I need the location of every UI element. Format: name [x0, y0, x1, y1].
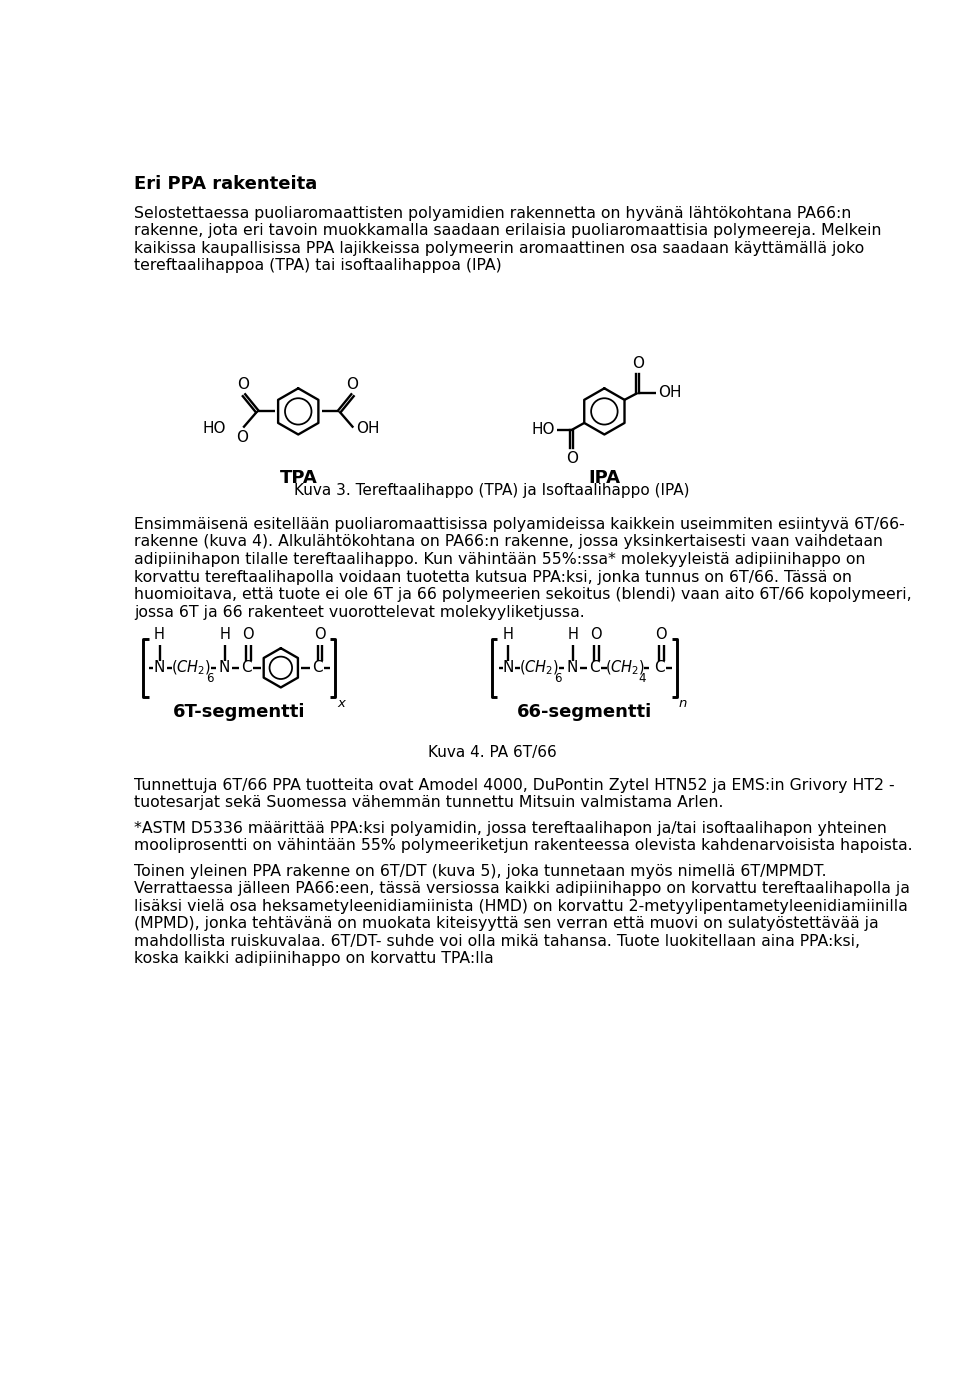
- Text: *ASTM D5336 määrittää PPA:ksi polyamidin, jossa tereftaalihapon ja/tai isoftaali: *ASTM D5336 määrittää PPA:ksi polyamidin…: [134, 821, 887, 836]
- Text: kaikissa kaupallisissa PPA lajikkeissa polymeerin aromaattinen osa saadaan käytt: kaikissa kaupallisissa PPA lajikkeissa p…: [134, 241, 864, 256]
- Text: $(CH_2)$: $(CH_2)$: [171, 659, 211, 676]
- Text: C: C: [312, 660, 323, 675]
- Text: 66-segmentti: 66-segmentti: [517, 703, 652, 722]
- Text: H: H: [219, 627, 230, 642]
- Text: Eri PPA rakenteita: Eri PPA rakenteita: [134, 175, 317, 192]
- Text: huomioitava, että tuote ei ole 6T ja 66 polymeerien sekoitus (blendi) vaan aito : huomioitava, että tuote ei ole 6T ja 66 …: [134, 587, 912, 602]
- Text: korvattu tereftaalihapolla voidaan tuotetta kutsua PPA:ksi, jonka tunnus on 6T/6: korvattu tereftaalihapolla voidaan tuote…: [134, 569, 852, 584]
- Text: N: N: [503, 660, 514, 675]
- Text: N: N: [154, 660, 165, 675]
- Text: O: O: [656, 627, 667, 642]
- Text: $(CH_2)$: $(CH_2)$: [605, 659, 645, 676]
- Text: HO: HO: [531, 422, 555, 437]
- Text: n: n: [679, 697, 687, 710]
- Text: Ensimmäisenä esitellään puoliaromaattisissa polyamideissa kaikkein useimmiten es: Ensimmäisenä esitellään puoliaromaattisi…: [134, 517, 904, 532]
- Text: Kuva 3. Tereftaalihappo (TPA) ja Isoftaalihappo (IPA): Kuva 3. Tereftaalihappo (TPA) ja Isoftaa…: [295, 483, 689, 498]
- Text: N: N: [219, 660, 230, 675]
- Text: O: O: [243, 627, 254, 642]
- Text: Tunnettuja 6T/66 PPA tuotteita ovat Amodel 4000, DuPontin Zytel HTN52 ja EMS:in : Tunnettuja 6T/66 PPA tuotteita ovat Amod…: [134, 778, 895, 793]
- Text: lisäksi vielä osa heksametyleenidiamiinista (HMD) on korvattu 2-metyylipentamety: lisäksi vielä osa heksametyleenidiamiini…: [134, 899, 908, 913]
- Text: IPA: IPA: [588, 469, 620, 487]
- Text: O: O: [565, 451, 578, 466]
- Text: mooliprosentti on vähintään 55% polymeeriketjun rakenteessa olevista kahdenarvoi: mooliprosentti on vähintään 55% polymeer…: [134, 839, 913, 854]
- Text: koska kaikki adipiinihappo on korvattu TPA:lla: koska kaikki adipiinihappo on korvattu T…: [134, 951, 493, 967]
- Text: H: H: [503, 627, 514, 642]
- Text: H: H: [155, 627, 165, 642]
- Text: O: O: [237, 377, 250, 392]
- Text: O: O: [236, 430, 249, 446]
- Text: tereftaalihappoa (TPA) tai isoftaalihappoa (IPA): tereftaalihappoa (TPA) tai isoftaalihapp…: [134, 258, 502, 274]
- Text: N: N: [567, 660, 578, 675]
- Text: O: O: [590, 627, 602, 642]
- Text: x: x: [337, 697, 345, 710]
- Text: jossa 6T ja 66 rakenteet vuorottelevat molekyyliketjussa.: jossa 6T ja 66 rakenteet vuorottelevat m…: [134, 605, 585, 620]
- Text: O: O: [314, 627, 325, 642]
- Text: C: C: [654, 660, 664, 675]
- Text: Toinen yleinen PPA rakenne on 6T/DT (kuva 5), joka tunnetaan myös nimellä 6T/MPM: Toinen yleinen PPA rakenne on 6T/DT (kuv…: [134, 864, 827, 879]
- Text: O: O: [347, 377, 358, 392]
- Text: TPA: TPA: [279, 469, 317, 487]
- Text: rakenne (kuva 4). Alkulähtökohtana on PA66:n rakenne, jossa yksinkertaisesti vaa: rakenne (kuva 4). Alkulähtökohtana on PA…: [134, 535, 883, 550]
- Text: tuotesarjat sekä Suomessa vähemmän tunnettu Mitsuin valmistama Arlen.: tuotesarjat sekä Suomessa vähemmän tunne…: [134, 796, 724, 810]
- Text: Verrattaessa jälleen PA66:een, tässä versiossa kaikki adipiinihappo on korvattu : Verrattaessa jälleen PA66:een, tässä ver…: [134, 881, 910, 896]
- Text: HO: HO: [203, 421, 227, 436]
- Text: C: C: [241, 660, 252, 675]
- Text: H: H: [567, 627, 578, 642]
- Text: 6T-segmentti: 6T-segmentti: [173, 703, 305, 722]
- Text: (MPMD), jonka tehtävänä on muokata kiteisyyttä sen verran että muovi on sulatyös: (MPMD), jonka tehtävänä on muokata kitei…: [134, 916, 878, 931]
- Text: 6: 6: [554, 672, 562, 685]
- Text: OH: OH: [659, 385, 683, 400]
- Text: $(CH_2)$: $(CH_2)$: [519, 659, 560, 676]
- Text: mahdollista ruiskuvalaa. 6T/DT- suhde voi olla mikä tahansa. Tuote luokitellaan : mahdollista ruiskuvalaa. 6T/DT- suhde vo…: [134, 934, 860, 949]
- Text: C: C: [589, 660, 600, 675]
- Text: O: O: [632, 356, 644, 371]
- Text: adipiinihapon tilalle tereftaalihappo. Kun vähintään 55%:ssa* molekyyleistä adip: adipiinihapon tilalle tereftaalihappo. K…: [134, 551, 866, 566]
- Text: 6: 6: [206, 672, 214, 685]
- Text: Kuva 4. PA 6T/66: Kuva 4. PA 6T/66: [427, 745, 557, 760]
- Text: rakenne, jota eri tavoin muokkamalla saadaan erilaisia puoliaromaattisia polymee: rakenne, jota eri tavoin muokkamalla saa…: [134, 223, 881, 238]
- Text: OH: OH: [356, 421, 380, 436]
- Text: Selostettaessa puoliaromaattisten polyamidien rakennetta on hyvänä lähtökohtana : Selostettaessa puoliaromaattisten polyam…: [134, 206, 852, 221]
- Text: 4: 4: [638, 672, 646, 685]
